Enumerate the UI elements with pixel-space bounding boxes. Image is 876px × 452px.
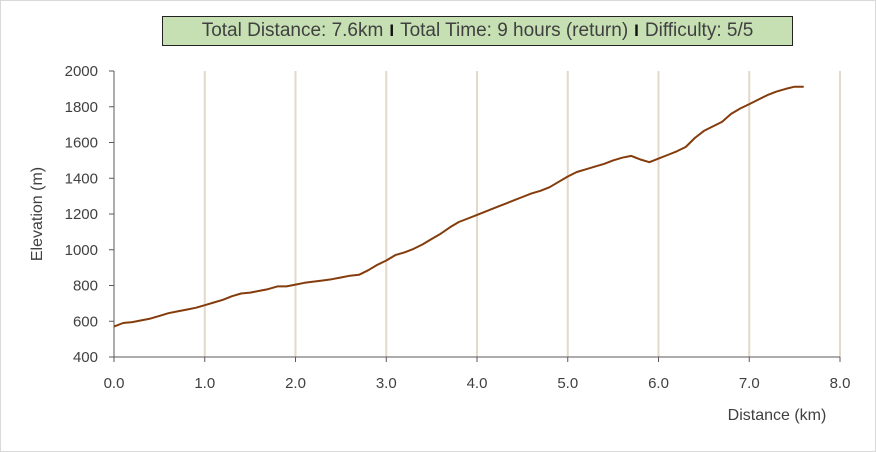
title-separator-1: I [389,21,395,40]
x-tick-label: 1.0 [194,375,215,392]
y-tick-label: 600 [73,313,98,330]
y-tick-label: 800 [73,278,98,295]
y-tick-label: 400 [73,349,98,366]
y-tick-label: 1400 [65,170,98,187]
x-tick-label: 0.0 [104,375,125,392]
x-tick-label: 3.0 [376,375,397,392]
x-tick-label: 2.0 [285,375,306,392]
title-difficulty: Difficulty: 5/5 [644,20,754,41]
gridlines [203,71,841,357]
y-tick-label: 1000 [65,242,98,259]
title-separator-2: I [634,21,639,40]
y-tick-label: 1800 [65,99,98,116]
x-tick-label: 7.0 [739,375,760,392]
y-tick-label: 1200 [65,206,98,223]
title-total-time: Total Time: 9 hours (return) [400,20,629,41]
x-tick-label: 4.0 [467,375,488,392]
title-total-distance: Total Distance: 7.6km [201,20,384,41]
y-axis-title: Elevation (m) [29,167,46,261]
y-tick-label: 1600 [65,135,98,152]
y-tick-label: 2000 [65,63,98,80]
x-tick-labels: 0.0 1.0 2.0 3.0 4.0 5.0 6.0 7.0 8.0 [104,375,851,392]
x-tick-label: 8.0 [830,375,851,392]
series-group [113,85,804,328]
elevation-line [113,85,804,328]
x-tick-label: 6.0 [648,375,669,392]
axes [109,70,841,362]
y-tick-labels: 400 600 800 1000 1200 1400 1600 1800 2000 [65,63,98,366]
x-tick-label: 5.0 [557,375,578,392]
chart-title-box: Total Distance: 7.6km I Total Time: 9 ho… [162,16,793,46]
x-axis-title: Distance (km) [728,407,827,424]
